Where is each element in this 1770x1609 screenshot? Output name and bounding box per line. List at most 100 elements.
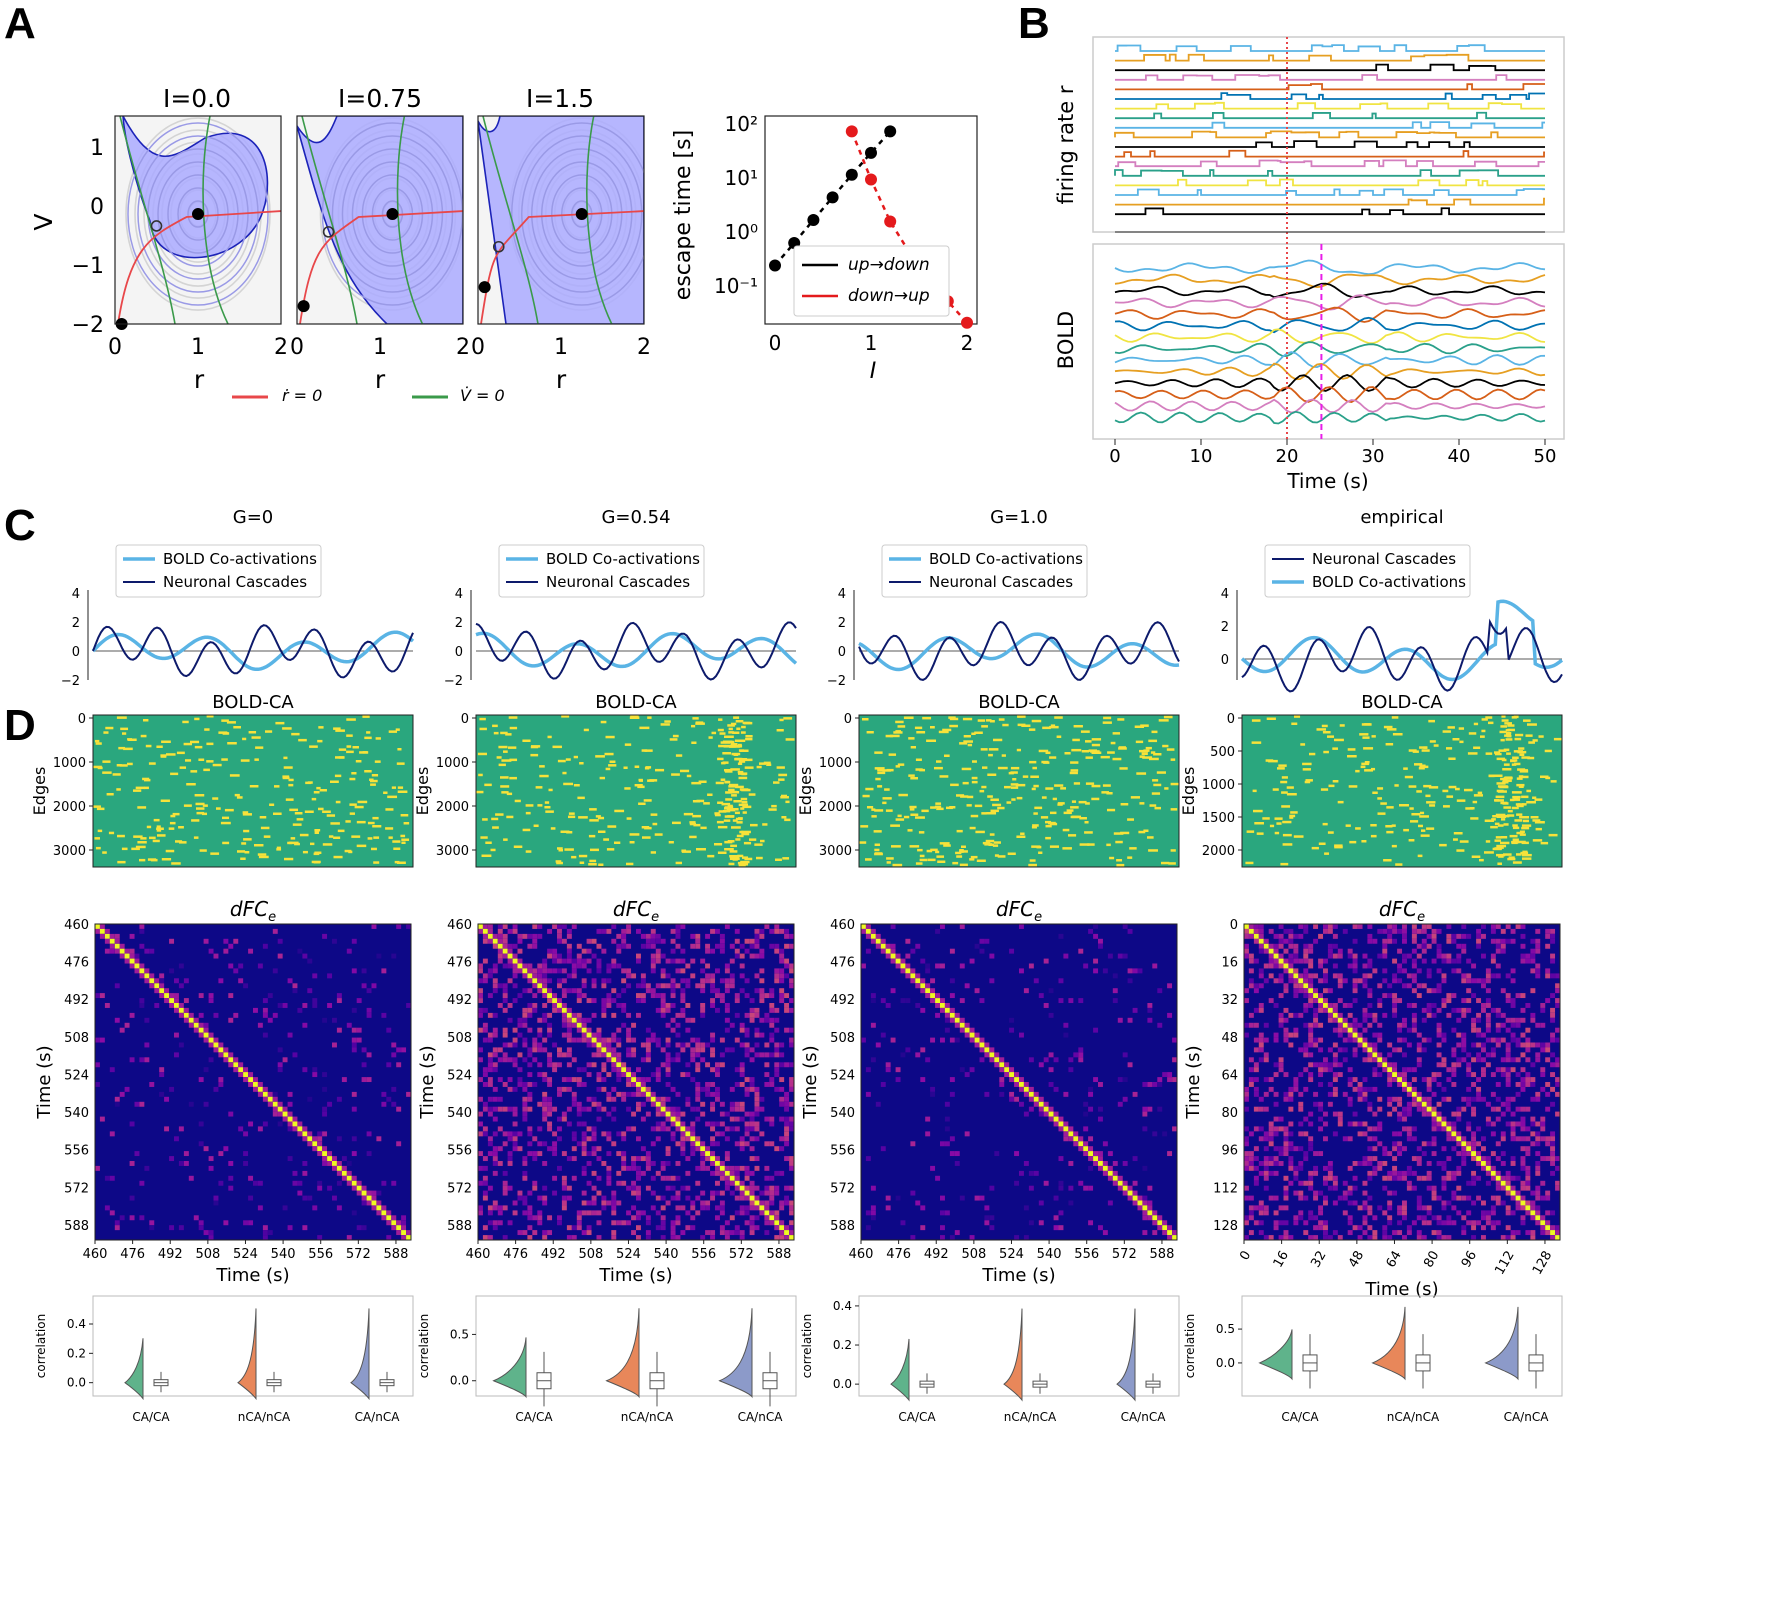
raster-event [1045, 824, 1052, 828]
dfc-cell [784, 958, 790, 964]
raster-event [1309, 752, 1316, 756]
dfc-cell [636, 1210, 641, 1216]
dfc-cell [522, 1007, 528, 1013]
dfc-cell [527, 1047, 533, 1053]
dfc-ytick: 556 [447, 1144, 472, 1159]
dfc-cell [144, 1042, 150, 1048]
dfc-cell [109, 938, 115, 944]
dfc-cell [391, 1220, 397, 1226]
dfc-cell [660, 1047, 666, 1053]
dfc-cell [366, 1195, 372, 1201]
dfc-cell [164, 1096, 170, 1102]
dfc-cell [381, 1091, 387, 1097]
dfc-xtick: 588 [384, 1247, 409, 1262]
dfc-cell [1323, 973, 1328, 979]
raster-event [1139, 802, 1145, 805]
dfc-cell [1028, 1220, 1034, 1226]
phase-xlabel-2: r [375, 365, 386, 394]
raster-event [1394, 784, 1399, 787]
dfc-cell [547, 998, 553, 1004]
raster-event [624, 787, 631, 790]
dfc-cell [317, 1151, 323, 1157]
dfc-cell [1392, 978, 1398, 984]
dfc-cell [1323, 928, 1328, 934]
dfc-cell [865, 1067, 871, 1073]
dfc-cell [1456, 1057, 1462, 1063]
raster-event [756, 856, 763, 860]
raster-event [169, 821, 176, 825]
dfc-cell [759, 1205, 765, 1211]
dfc-cell [1550, 1012, 1556, 1018]
dfc-cell [1313, 988, 1319, 994]
dfc-cell [754, 943, 760, 949]
dfc-cell [566, 1017, 572, 1023]
dfc-cell [542, 1091, 548, 1097]
raster-event [210, 852, 220, 855]
raster-event [1102, 784, 1111, 787]
raster-event [921, 809, 929, 813]
dfc-cell [1048, 1116, 1054, 1122]
raster-event [1521, 826, 1530, 830]
dfc-cell [695, 1195, 701, 1201]
dfc-cell [482, 1190, 488, 1196]
dfc-cell [1357, 1037, 1363, 1043]
dfc-cell [636, 1101, 641, 1107]
dfc-cell [715, 1156, 720, 1162]
raster-event [743, 721, 753, 725]
dfc-cell [497, 1126, 503, 1132]
raster-ytick: 2000 [1202, 844, 1235, 859]
raster-event [1272, 788, 1279, 791]
raster-event [1049, 725, 1059, 729]
dfc-cell [655, 983, 661, 989]
dfc-cell [542, 1003, 548, 1008]
dfc-cell [1323, 968, 1328, 974]
dfc-cell [1466, 988, 1472, 994]
raster-event [1494, 751, 1501, 754]
dfc-cell [900, 968, 906, 974]
dfc-cell [1352, 978, 1358, 984]
raster-event [1516, 831, 1524, 835]
dfc-cell [1298, 1072, 1304, 1078]
dfc-cell [154, 1003, 160, 1008]
dfc-cell [203, 1037, 209, 1043]
dfc-cell [739, 943, 745, 949]
dfc-cell [341, 1077, 347, 1083]
dfc-cell [1157, 1082, 1163, 1087]
dfc-xtick: 476 [886, 1247, 911, 1262]
dfc-cell [695, 1047, 701, 1053]
dfc-cell [566, 1235, 572, 1241]
dfc-cell [1471, 1027, 1477, 1033]
dfc-cell [1510, 1022, 1516, 1028]
dfc-cell [527, 973, 533, 979]
raster-event [979, 789, 985, 793]
raster-event [907, 829, 913, 832]
dfc-cell [586, 1037, 592, 1043]
dfc-cell [1258, 948, 1264, 954]
dfc-cell [522, 1106, 528, 1112]
dfc-cell [169, 1003, 175, 1008]
dfc-cell [522, 1161, 528, 1166]
dfc-cell [1248, 1082, 1254, 1087]
raster-event [1278, 764, 1287, 767]
dfc-cell [366, 1007, 372, 1013]
raster-event [1149, 804, 1157, 807]
dfc-cell [537, 978, 543, 984]
dfc-cell [1063, 1091, 1069, 1097]
dfc-cell [774, 1215, 780, 1221]
dfc-cell [287, 1225, 293, 1231]
dfc-cell [1500, 1057, 1506, 1063]
dfc-cell [744, 1165, 750, 1171]
raster-event [1521, 795, 1529, 799]
dfc-cell [690, 1047, 696, 1053]
dfc-cell [1288, 953, 1294, 959]
dfc-cell [719, 1170, 725, 1176]
dfc-cell [789, 1116, 795, 1122]
dfc-cell [601, 1037, 607, 1043]
dfc-cell [759, 1032, 765, 1038]
raster-event [1364, 761, 1370, 764]
dfc-cell [1411, 938, 1417, 944]
dfc-cell [1387, 1067, 1393, 1073]
dfc-cell [1332, 1052, 1338, 1058]
dfc-cell [267, 1017, 273, 1023]
raster-event [1028, 863, 1037, 867]
